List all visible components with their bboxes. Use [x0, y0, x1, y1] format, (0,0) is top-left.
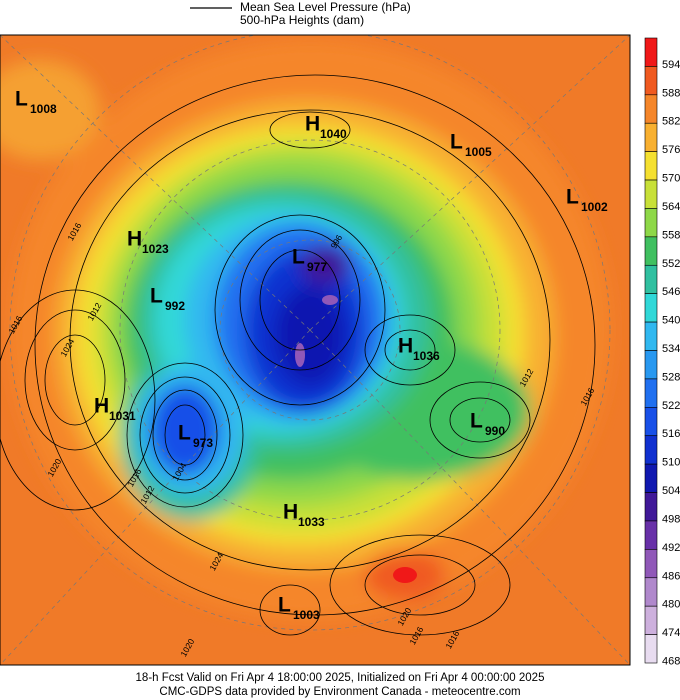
colorbar-swatch — [644, 435, 658, 465]
colorbar-swatch — [644, 236, 658, 266]
center-kind: L — [292, 246, 305, 269]
colorbar-swatch — [644, 293, 658, 323]
center-pressure: 1005 — [465, 145, 492, 159]
colorbar: 594 588 582 576 570 564 558 552 546 540 534 528 522 5… — [644, 37, 680, 667]
colorbar-swatch — [644, 378, 658, 408]
footer-text: 18-h Fcst Valid on Fri Apr 4 18:00:00 20… — [136, 672, 545, 684]
colorbar-swatch — [644, 122, 658, 152]
colorbar-swatch — [644, 492, 658, 522]
center-pressure: 1002 — [581, 200, 608, 214]
colorbar-swatch — [644, 264, 658, 294]
colorbar-swatch — [644, 179, 658, 209]
colorbar-label: 516 — [662, 428, 680, 440]
colorbar-label: 498 — [662, 513, 680, 525]
colorbar-swatch — [644, 407, 658, 437]
footer-text: CMC-GDPS data provided by Environment Ca… — [159, 686, 520, 698]
map — [0, 35, 630, 665]
colorbar-label: 510 — [662, 457, 680, 469]
colorbar-swatch — [644, 208, 658, 238]
center-pressure: 1036 — [413, 349, 440, 363]
colorbar-label: 534 — [662, 343, 680, 355]
colorbar-swatch — [644, 321, 658, 351]
colorbar-swatch — [644, 350, 658, 380]
center-kind: H — [127, 228, 142, 251]
colorbar-label: 522 — [662, 400, 680, 412]
center-pressure: 1003 — [293, 608, 320, 622]
colorbar-swatch — [644, 66, 658, 96]
colorbar-swatch — [644, 463, 658, 493]
colorbar-label: 582 — [662, 116, 680, 128]
center-pressure: 973 — [193, 436, 213, 450]
colorbar-label: 576 — [662, 144, 680, 156]
center-kind: H — [305, 113, 320, 136]
legend-text: 500-hPa Heights (dam) — [240, 13, 364, 27]
center-kind: L — [566, 186, 579, 209]
center-kind: H — [283, 501, 298, 524]
colorbar-swatch — [644, 520, 658, 550]
center-kind: L — [278, 594, 291, 617]
colorbar-label: 540 — [662, 315, 680, 327]
center-pressure: 1040 — [320, 127, 347, 141]
center-kind: H — [94, 395, 109, 418]
colorbar-label: 528 — [662, 371, 680, 383]
legend-text: Mean Sea Level Pressure (hPa) — [240, 0, 411, 14]
colorbar-label: 552 — [662, 258, 680, 270]
colorbar-label: 588 — [662, 87, 680, 99]
colorbar-swatch — [644, 577, 658, 607]
colorbar-label: 474 — [662, 627, 680, 639]
center-kind: L — [178, 422, 191, 445]
center-kind: L — [15, 88, 28, 111]
center-kind: H — [398, 335, 413, 358]
center-pressure: 1033 — [298, 515, 325, 529]
colorbar-label: 594 — [662, 59, 680, 71]
center-pressure: 990 — [485, 424, 505, 438]
colorbar-swatch — [644, 549, 658, 579]
colorbar-swatch — [644, 151, 658, 181]
colorbar-label: 570 — [662, 173, 680, 185]
colorbar-label: 546 — [662, 286, 680, 298]
colorbar-swatch — [644, 634, 658, 664]
colorbar-label: 480 — [662, 599, 680, 611]
center-pressure: 1023 — [142, 242, 169, 256]
colorbar-label: 504 — [662, 485, 680, 497]
colorbar-label: 486 — [662, 570, 680, 582]
center-pressure: 1008 — [30, 102, 57, 116]
center-pressure: 977 — [307, 260, 327, 274]
colorbar-swatch — [644, 94, 658, 124]
center-kind: L — [470, 410, 483, 433]
colorbar-swatch — [644, 37, 658, 67]
center-pressure: 992 — [165, 299, 185, 313]
colorbar-label: 468 — [662, 655, 680, 667]
colorbar-label: 558 — [662, 229, 680, 241]
colorbar-swatch — [644, 605, 658, 635]
map-frame — [0, 34, 631, 666]
center-pressure: 1031 — [109, 409, 136, 423]
center-kind: L — [450, 131, 463, 154]
colorbar-label: 492 — [662, 542, 680, 554]
colorbar-label: 564 — [662, 201, 680, 213]
center-kind: L — [150, 285, 163, 308]
